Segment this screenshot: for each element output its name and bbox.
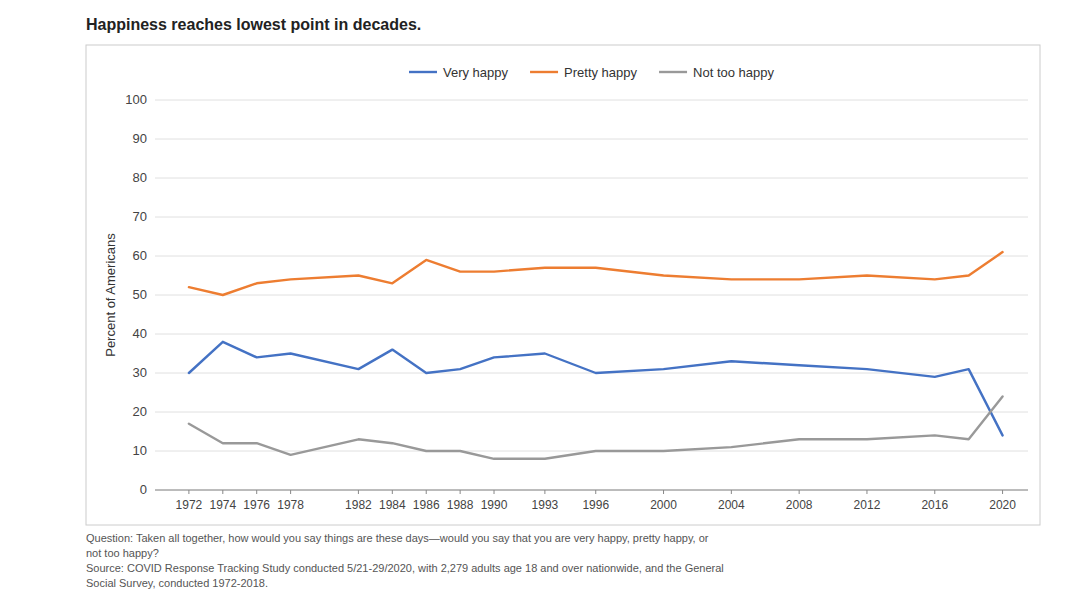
chart: Happiness reaches lowest point in decade… [0, 0, 1072, 603]
x-tick-label: 1978 [277, 498, 304, 512]
x-tick [1002, 490, 1003, 494]
legend-item: Very happy [409, 65, 509, 80]
y-axis-label: Percent of Americans [103, 233, 118, 357]
y-tick-label: 100 [125, 92, 147, 107]
legend-item: Pretty happy [530, 65, 637, 80]
legend-swatch [409, 71, 437, 73]
y-tick-label: 50 [133, 287, 147, 302]
y-tick-label: 40 [133, 326, 147, 341]
lines [189, 252, 1003, 459]
x-tick-label: 1984 [379, 498, 406, 512]
x-tick-label: 1972 [176, 498, 203, 512]
x-tick-label: 1996 [582, 498, 609, 512]
x-tick [663, 490, 664, 494]
x-tick [290, 490, 291, 494]
legend-label: Pretty happy [564, 65, 637, 80]
x-tick-label: 2008 [786, 498, 813, 512]
x-tick [866, 490, 867, 494]
legend-swatch [530, 71, 558, 73]
y-tick-label: 20 [133, 404, 147, 419]
footnote-line: not too happy? [86, 547, 159, 559]
legend-item: Not too happy [659, 65, 774, 80]
y-tick-label: 30 [133, 365, 147, 380]
x-tick [595, 490, 596, 494]
x-tick [392, 490, 393, 494]
legend-label: Very happy [443, 65, 509, 80]
x-tick [460, 490, 461, 494]
grid-line [155, 178, 1028, 179]
grid-line [155, 139, 1028, 140]
footnote: Question: Taken all together, how would … [86, 532, 724, 589]
legend: Very happy Pretty happy Not too happy [409, 65, 774, 80]
x-tick [222, 490, 223, 494]
footnote-line: Source: COVID Response Tracking Study co… [86, 562, 724, 574]
x-tick-label: 1988 [447, 498, 474, 512]
x-tick-label: 1990 [481, 498, 508, 512]
x-tick-label: 1976 [243, 498, 270, 512]
x-axis-line [155, 490, 1028, 491]
footnote-line: Question: Taken all together, how would … [86, 532, 709, 544]
x-tick-label: 1974 [209, 498, 236, 512]
grid [155, 100, 1028, 490]
x-tick-label: 2000 [650, 498, 677, 512]
x-tick [544, 490, 545, 494]
series-line [189, 396, 1003, 458]
x-tick-label: 2004 [718, 498, 745, 512]
x-tick [934, 490, 935, 494]
x-tick [358, 490, 359, 494]
series-line [189, 342, 1003, 436]
grid-line [155, 100, 1028, 101]
y-tick-label: 10 [133, 443, 147, 458]
title: Happiness reaches lowest point in decade… [86, 16, 421, 33]
x-tick-label: 2016 [921, 498, 948, 512]
x-tick-label: 1982 [345, 498, 372, 512]
x-tick [494, 490, 495, 494]
legend-swatch [659, 71, 687, 73]
grid-line [155, 256, 1028, 257]
x-tick-label: 2020 [989, 498, 1016, 512]
x-tick [731, 490, 732, 494]
y-tick-label: 90 [133, 131, 147, 146]
y-tick-label: 70 [133, 209, 147, 224]
x-tick [188, 490, 189, 494]
grid-line [155, 217, 1028, 218]
grid-line [155, 412, 1028, 413]
x-tick-label: 1993 [532, 498, 559, 512]
x-tick [799, 490, 800, 494]
grid-line [155, 295, 1028, 296]
y-tick-label: 0 [140, 482, 147, 497]
legend-label: Not too happy [693, 65, 774, 80]
x-tick-label: 2012 [854, 498, 881, 512]
grid-line [155, 490, 1028, 491]
x-tick-label: 1986 [413, 498, 440, 512]
x-tick [426, 490, 427, 494]
x-tick [256, 490, 257, 494]
y-tick-label: 60 [133, 248, 147, 263]
y-tick-label: 80 [133, 170, 147, 185]
series-line [189, 252, 1003, 295]
grid-line [155, 334, 1028, 335]
footnote-line: Social Survey, conducted 1972-2018. [86, 577, 268, 589]
chart-border [86, 45, 1040, 525]
